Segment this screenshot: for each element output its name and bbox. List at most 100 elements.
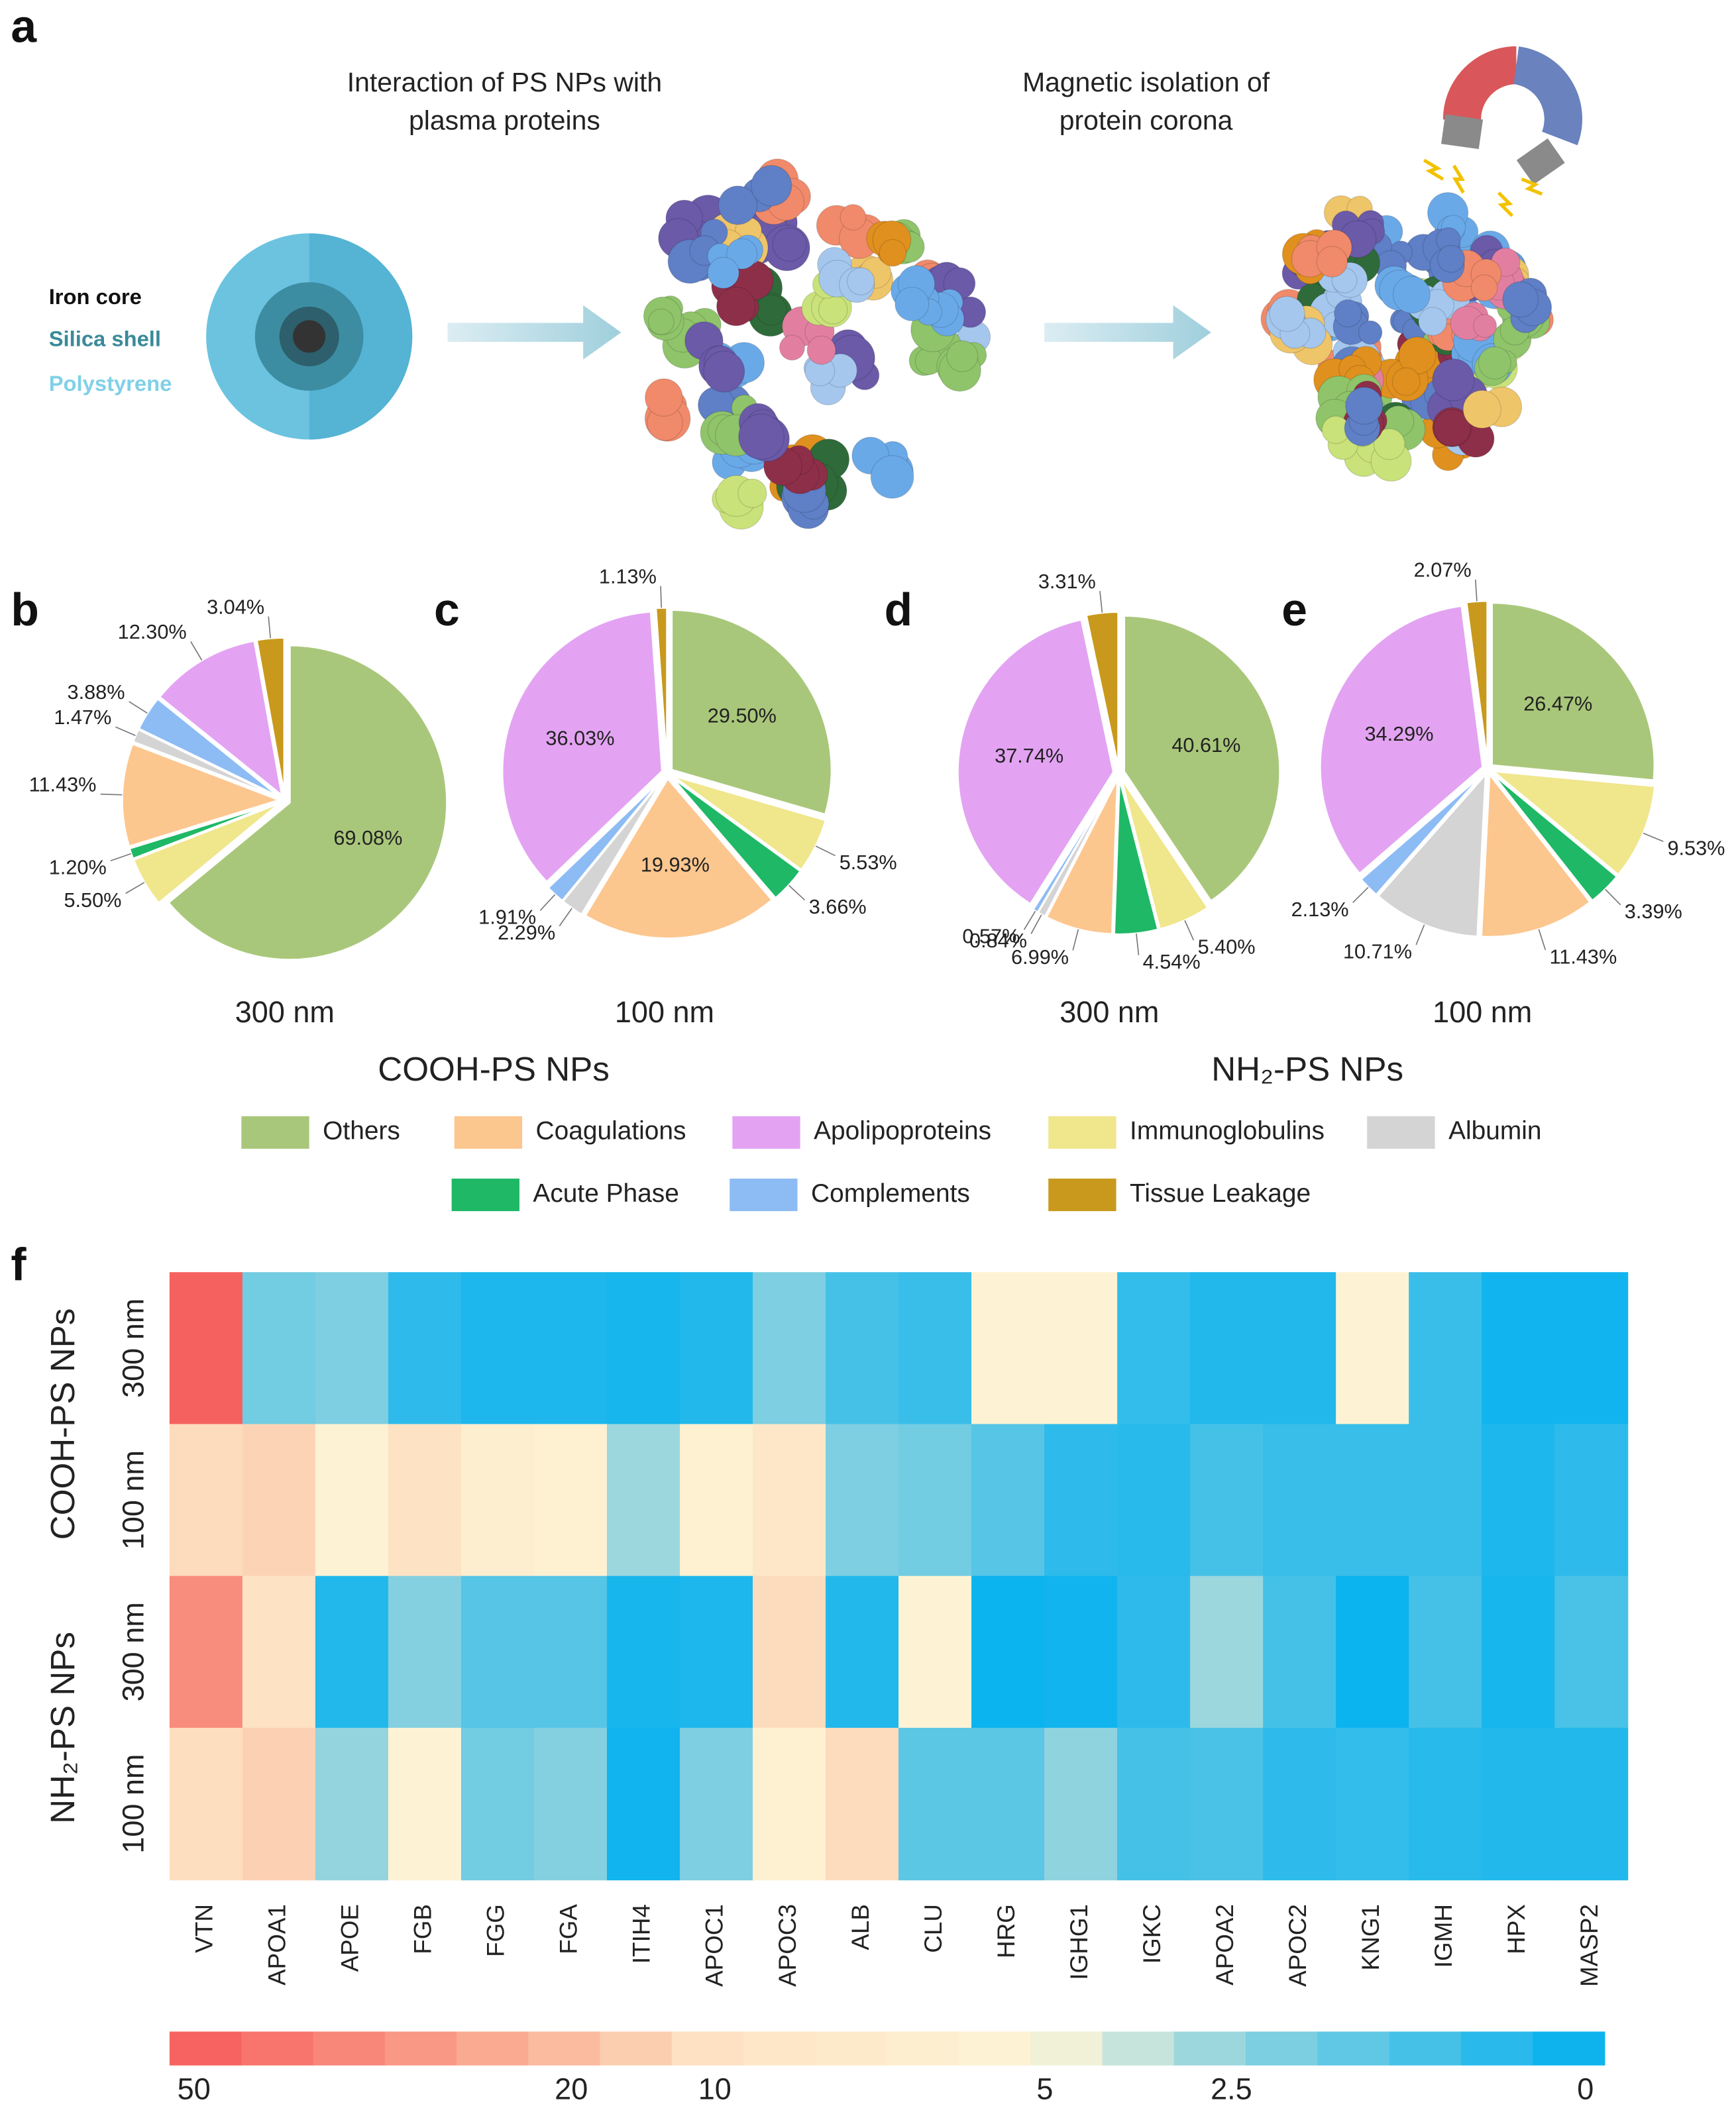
heatmap-cell <box>461 1727 535 1881</box>
y-tick-label: 300 nm <box>117 1299 150 1398</box>
leader-line <box>268 616 271 639</box>
heatmap-cell <box>679 1272 754 1425</box>
pie-slice <box>1122 614 1281 903</box>
heatmap-cell <box>1409 1424 1483 1577</box>
protein <box>703 350 745 393</box>
heatmap-cell <box>971 1727 1046 1881</box>
heatmap-cell <box>315 1575 389 1729</box>
x-tick-label: IGKC <box>1138 1904 1166 1964</box>
x-tick-label: KNG1 <box>1357 1904 1384 1970</box>
y-tick-label: 100 nm <box>117 1754 150 1853</box>
colorbar-block <box>600 2031 673 2066</box>
x-tick-label: ITIH4 <box>628 1904 655 1964</box>
heatmap-cell <box>679 1727 754 1881</box>
heatmap-cell <box>533 1424 608 1577</box>
colorbar-block <box>1246 2031 1319 2066</box>
pie-slice <box>956 618 1115 906</box>
pie-slice <box>1319 604 1484 875</box>
protein <box>707 256 739 289</box>
layer-label: Iron core <box>49 284 142 309</box>
heatmap-cell <box>826 1424 900 1577</box>
pie-slice <box>670 776 802 900</box>
pie-subtitle: 100 nm <box>615 995 714 1029</box>
leader-line <box>129 701 148 714</box>
heatmap-cell <box>753 1272 827 1425</box>
heatmap-cell <box>898 1727 973 1881</box>
colorbar-block <box>1389 2031 1462 2066</box>
heatmap-cell <box>826 1575 900 1729</box>
x-tick-label: HPX <box>1503 1904 1530 1954</box>
slice-label: 11.43% <box>29 772 97 796</box>
x-tick-label: MASP2 <box>1576 1904 1603 1987</box>
leader-line <box>1072 929 1079 951</box>
heatmap-cell <box>1482 1424 1556 1577</box>
protein <box>1358 320 1383 345</box>
x-tick-label: FGB <box>409 1904 437 1954</box>
heatmap-cell <box>461 1575 535 1729</box>
protein <box>738 413 785 460</box>
heatmap-cell <box>679 1575 754 1729</box>
protein <box>806 335 836 365</box>
pie-subtitle: 100 nm <box>1433 995 1532 1029</box>
heatmap-cell <box>606 1575 681 1729</box>
y-tick-label: 300 nm <box>117 1602 150 1701</box>
x-tick-label: FGG <box>482 1904 510 1957</box>
heatmap-cell <box>1044 1575 1118 1729</box>
legend-label: Coagulations <box>536 1117 686 1145</box>
heatmap-cell <box>1409 1575 1483 1729</box>
heatmap-cell <box>1554 1575 1629 1729</box>
legend-swatch <box>454 1116 523 1149</box>
x-tick-label: APOA1 <box>264 1904 291 1986</box>
colorbar-block <box>241 2031 314 2066</box>
pie-slice <box>1031 777 1117 914</box>
slice-label: 12.30% <box>118 620 187 643</box>
heatmap-cell <box>169 1272 243 1425</box>
heatmap-cell <box>169 1727 243 1881</box>
group-label: COOH-PS NPs <box>378 1050 610 1088</box>
pie-slice <box>1085 610 1120 769</box>
heatmap-cell <box>826 1272 900 1425</box>
pie-slice <box>654 606 669 768</box>
protein <box>1373 428 1405 460</box>
leader-line <box>1474 579 1478 602</box>
slice-label: 5.50% <box>64 888 121 912</box>
pie-slice <box>1045 778 1119 935</box>
heatmap-cell <box>1336 1575 1410 1729</box>
pie-slice <box>501 610 664 884</box>
heatmap-cell <box>1190 1424 1264 1577</box>
heatmap-cell <box>533 1272 608 1425</box>
y-group-label: NH₂-PS NPs <box>44 1632 81 1824</box>
slice-label: 0.57% <box>962 925 1020 948</box>
protein <box>1478 346 1511 380</box>
slice-label: 29.50% <box>708 704 777 727</box>
leader-line <box>115 726 136 736</box>
leader-line <box>1605 888 1621 906</box>
protein <box>946 340 979 372</box>
x-tick-label: IGMH <box>1430 1904 1457 1968</box>
colorbar-block <box>887 2031 959 2066</box>
heatmap-cell <box>971 1424 1046 1577</box>
legend-label: Tissue Leakage <box>1130 1179 1311 1208</box>
protein <box>779 335 805 361</box>
heatmap-cell <box>315 1727 389 1881</box>
heatmap-cell <box>1117 1424 1191 1577</box>
slice-label: 1.20% <box>49 856 107 879</box>
colorbar-block <box>671 2031 745 2066</box>
slice-label: 2.13% <box>1291 898 1349 921</box>
heatmap-cell <box>1554 1424 1629 1577</box>
slice-label: 5.53% <box>840 851 897 874</box>
colorbar-block <box>1533 2031 1605 2066</box>
heatmap-cell <box>1482 1272 1556 1425</box>
legend-swatch <box>730 1178 798 1212</box>
magnet <box>1423 46 1582 217</box>
colorbar-block <box>958 2031 1032 2066</box>
heatmap-cell <box>1554 1272 1629 1425</box>
protein <box>1418 307 1448 337</box>
leader-line <box>1352 886 1369 903</box>
heatmap-cell <box>388 1727 462 1881</box>
protein <box>647 308 675 335</box>
heatmap-cell <box>388 1424 462 1577</box>
heatmap-cell <box>388 1272 462 1425</box>
heatmap-cell <box>1263 1575 1337 1729</box>
